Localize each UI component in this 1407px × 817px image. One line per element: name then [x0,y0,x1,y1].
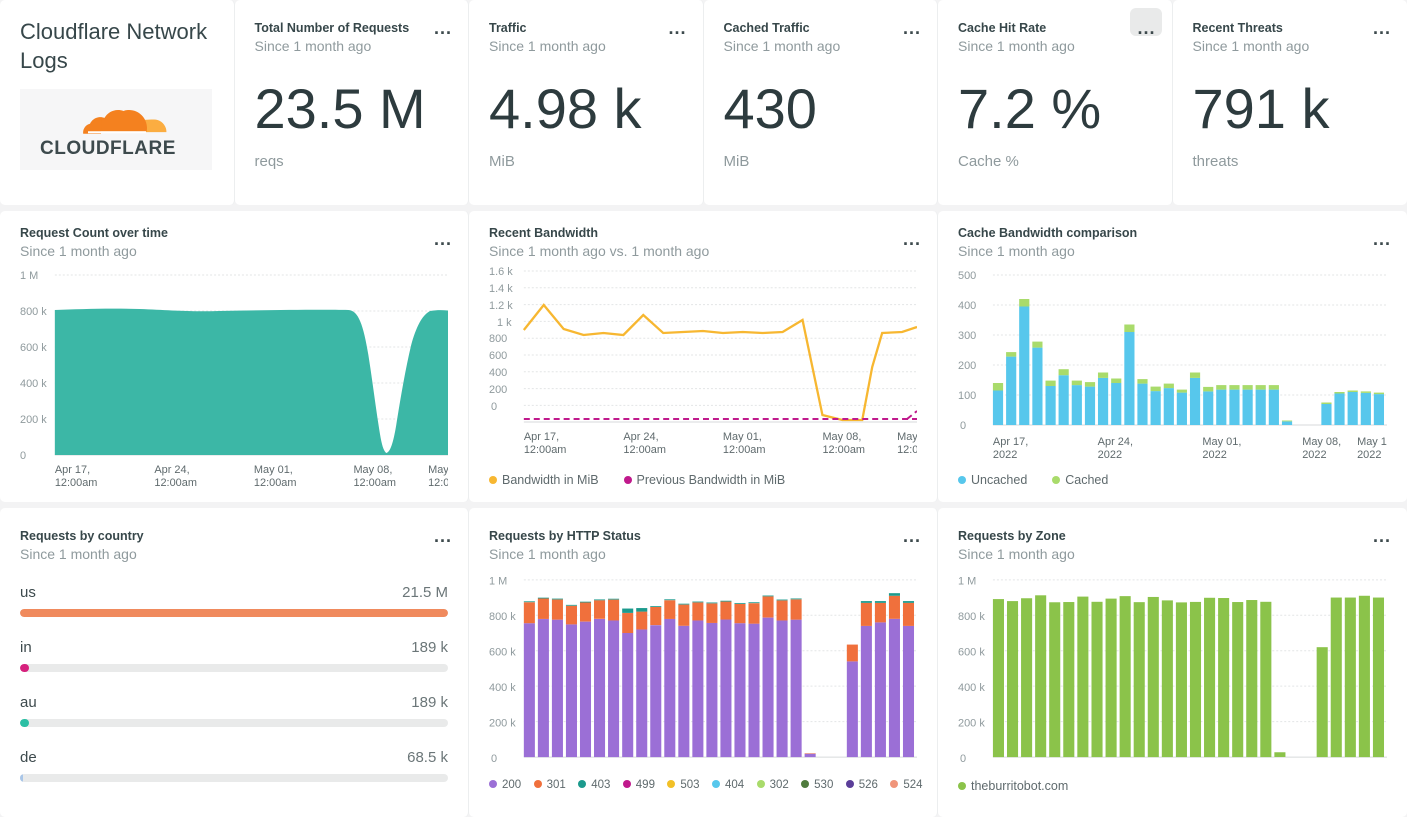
svg-text:600: 600 [489,350,507,362]
svg-text:400 k: 400 k [958,682,985,694]
svg-text:May 01,: May 01, [1202,436,1241,448]
svg-text:0: 0 [491,753,497,763]
svg-text:400 k: 400 k [20,378,47,390]
svg-text:May 15,: May 15, [1357,436,1387,448]
svg-text:Apr 24,: Apr 24, [623,431,658,443]
svg-text:May 08,: May 08, [1302,436,1341,448]
svg-text:12:00am: 12:00am [822,444,865,456]
svg-text:2022: 2022 [1098,449,1122,461]
svg-text:400: 400 [958,300,976,312]
svg-text:200 k: 200 k [958,718,985,730]
svg-text:12:00a: 12:00a [428,477,448,489]
svg-text:12:00am: 12:00am [154,477,197,489]
svg-text:100: 100 [958,390,976,402]
svg-text:1 M: 1 M [958,576,976,588]
svg-text:1 M: 1 M [489,576,507,588]
svg-text:200: 200 [489,384,507,396]
svg-text:1 k: 1 k [497,317,512,329]
svg-text:800: 800 [489,333,507,345]
svg-text:Apr 17,: Apr 17, [993,436,1028,448]
svg-text:200 k: 200 k [20,414,47,426]
svg-text:200: 200 [958,360,976,372]
svg-text:Apr 17,: Apr 17, [55,464,90,476]
svg-text:400: 400 [489,367,507,379]
svg-text:2022: 2022 [993,449,1017,461]
svg-text:CLOUDFLARE: CLOUDFLARE [40,138,176,159]
svg-text:Apr 24,: Apr 24, [154,464,189,476]
svg-text:600 k: 600 k [489,647,516,659]
svg-text:0: 0 [20,450,26,462]
svg-text:12:00am: 12:00am [524,444,567,456]
svg-text:May 1: May 1 [428,464,448,476]
svg-text:2022: 2022 [1302,449,1326,461]
svg-text:12:00am: 12:00am [723,444,766,456]
svg-text:600 k: 600 k [20,342,47,354]
svg-text:400 k: 400 k [489,682,516,694]
svg-text:2022: 2022 [1357,449,1381,461]
svg-text:May 08,: May 08, [822,431,861,443]
svg-text:300: 300 [958,330,976,342]
svg-text:600 k: 600 k [958,647,985,659]
svg-text:0: 0 [491,401,497,413]
svg-text:0: 0 [960,420,966,432]
svg-text:May 01,: May 01, [723,431,762,443]
svg-text:500: 500 [958,270,976,282]
svg-text:12:00a: 12:00a [897,444,917,456]
svg-text:1.2 k: 1.2 k [489,300,513,312]
svg-text:800 k: 800 k [20,306,47,318]
svg-text:Apr 24,: Apr 24, [1098,436,1133,448]
svg-text:1 M: 1 M [20,270,38,282]
svg-text:1.6 k: 1.6 k [489,266,513,278]
svg-text:12:00am: 12:00am [623,444,666,456]
svg-text:800 k: 800 k [489,611,516,623]
svg-text:2022: 2022 [1202,449,1226,461]
svg-text:Apr 17,: Apr 17, [524,431,559,443]
svg-text:May 08,: May 08, [353,464,392,476]
svg-text:1.4 k: 1.4 k [489,283,513,295]
svg-text:800 k: 800 k [958,611,985,623]
svg-text:12:00am: 12:00am [353,477,396,489]
svg-text:12:00am: 12:00am [55,477,98,489]
svg-text:0: 0 [960,753,966,763]
svg-text:12:00am: 12:00am [254,477,297,489]
svg-text:May 01,: May 01, [254,464,293,476]
svg-text:200 k: 200 k [489,718,516,730]
svg-text:May 1: May 1 [897,431,917,443]
